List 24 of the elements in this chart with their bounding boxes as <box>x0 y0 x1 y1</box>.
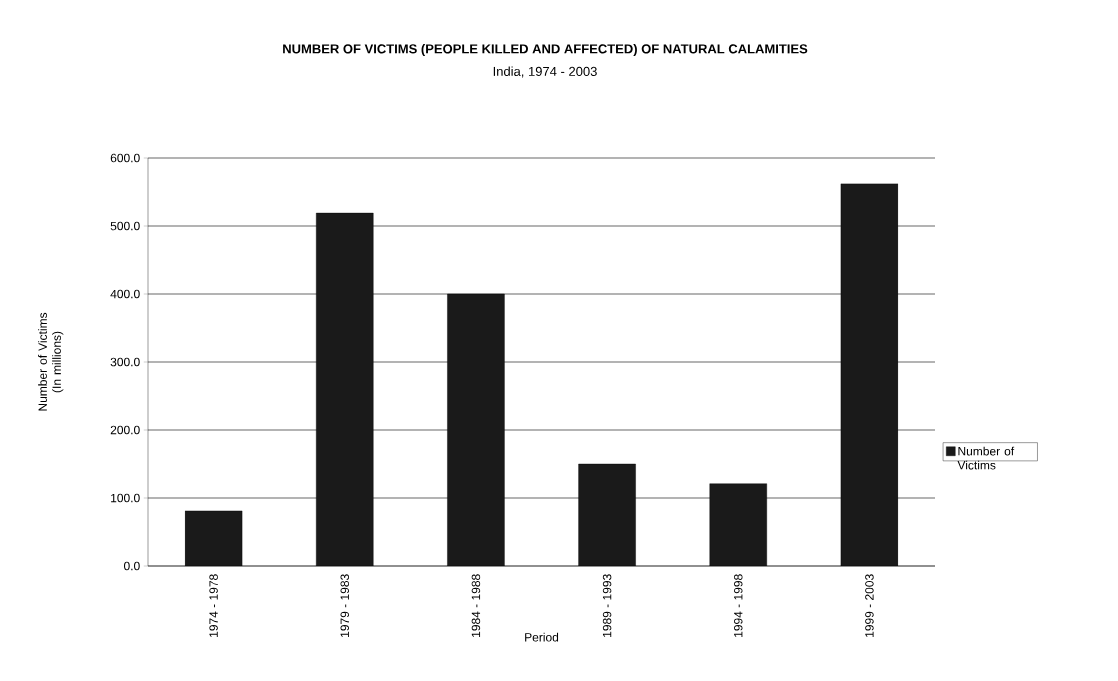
bar <box>447 293 505 566</box>
y-tick-label: 600.0 <box>110 153 140 163</box>
y-tick-label: 200.0 <box>110 425 140 435</box>
legend-label: Number of Victims <box>957 446 1015 470</box>
y-tick-label: 400.0 <box>110 289 140 299</box>
x-tick-label: 1994 - 1998 <box>734 574 743 637</box>
y-axis-title: Number of Victims (In millions) <box>38 312 64 411</box>
x-axis-title: Period <box>525 632 559 642</box>
x-tick-label: 1984 - 1988 <box>471 574 481 637</box>
chart-subtitle: India, 1974 - 2003 <box>493 66 597 78</box>
x-tick-label: 1989 - 1993 <box>602 574 612 637</box>
bar <box>840 183 899 566</box>
x-tick-label: 1979 - 1983 <box>340 574 349 637</box>
x-tick-label: 1999 - 2003 <box>865 574 874 637</box>
bar <box>316 212 374 566</box>
y-tick-label: 0.0 <box>123 561 140 571</box>
bar <box>709 483 767 566</box>
bar <box>184 510 243 566</box>
y-tick-label: 100.0 <box>111 493 140 503</box>
y-tick-label: 300.0 <box>110 357 140 367</box>
y-tick-label: 500.0 <box>110 221 140 231</box>
chart-title: NUMBER OF VICTIMS (PEOPLE KILLED AND AFFECTED) OF NATURAL CALAMITIES <box>283 43 808 57</box>
bar <box>578 463 636 566</box>
x-tick-label: 1974 - 1978 <box>209 574 218 637</box>
